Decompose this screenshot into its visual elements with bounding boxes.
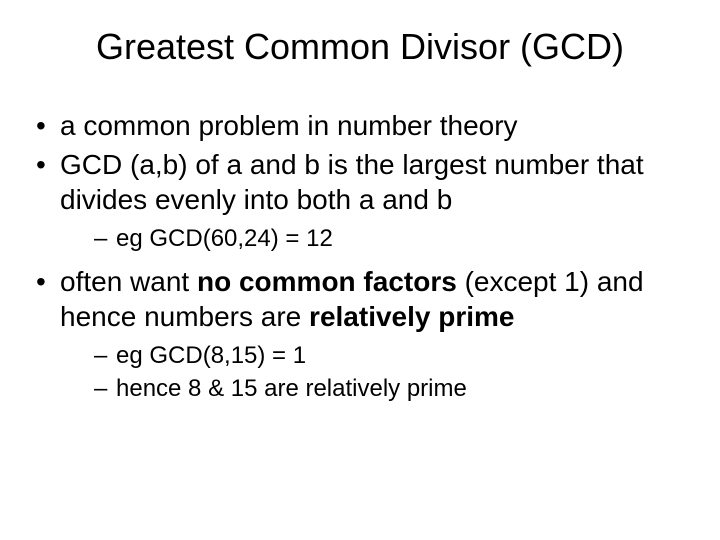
text-run: hence 8 & 15 are relatively prime	[116, 375, 467, 402]
bullet-item: a common problem in number theory	[30, 108, 690, 143]
text-run: no common factors	[197, 266, 457, 297]
slide: Greatest Common Divisor (GCD) a common p…	[0, 0, 720, 540]
sub-bullet-item: hence 8 & 15 are relatively prime	[60, 373, 690, 404]
sub-bullet-list: eg GCD(8,15) = 1 hence 8 & 15 are relativ…	[60, 340, 690, 404]
slide-title: Greatest Common Divisor (GCD)	[30, 26, 690, 68]
text-run: a common problem in number theory	[60, 110, 518, 141]
text-run: relatively prime	[309, 301, 514, 332]
text-run: eg GCD(60,24) = 12	[116, 225, 333, 252]
bullet-item: GCD (a,b) of a and b is the largest numb…	[30, 147, 690, 254]
bullet-list: a common problem in number theory GCD (a,…	[30, 108, 690, 405]
text-run: often want	[60, 266, 197, 297]
sub-bullet-item: eg GCD(60,24) = 12	[60, 223, 690, 254]
sub-bullet-item: eg GCD(8,15) = 1	[60, 340, 690, 371]
text-run: eg GCD(8,15) = 1	[116, 342, 306, 369]
bullet-item: often want no common factors (except 1) …	[30, 264, 690, 404]
sub-bullet-list: eg GCD(60,24) = 12	[60, 223, 690, 254]
text-run: GCD (a,b) of a and b is the largest numb…	[60, 149, 644, 215]
